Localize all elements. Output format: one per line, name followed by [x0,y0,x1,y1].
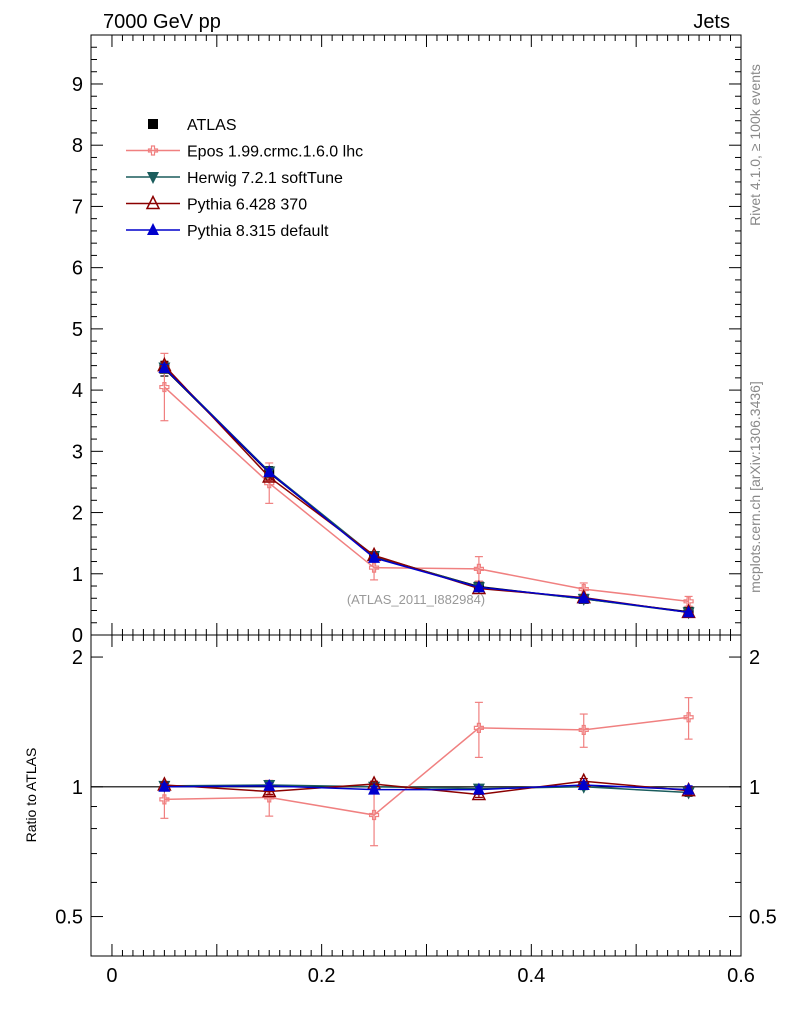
main-epos-1-99-crmc-1-6-0-lhc-point [368,562,380,573]
legend-epos-1-99-crmc-1-6-0-lhc-swatch-marker [147,145,159,156]
main-y-tick-label: 3 [72,441,83,463]
ratio-x-tick-label: 0.4 [517,965,545,987]
legend: ATLAS Epos 1.99.crmc.1.6.0 lhc Herwig 7.2.… [126,117,363,240]
main-epos-1-99-crmc-1-6-0-lhc-point [159,381,170,393]
analysis-watermark: (ATLAS_2011_I882984) [347,592,485,607]
main-y-tick-labels: 0 1 2 3 4 5 6 7 8 9 [72,74,83,647]
main-pythia-6-428-370-series [157,356,696,619]
ratio-epos-1-99-crmc-1-6-0-lhc-series [159,697,694,847]
legend-atlas-label: ATLAS [187,117,237,134]
main-pythia-8-315-default-series [158,361,695,618]
ratio-frame [90,634,742,957]
main-epos-1-99-crmc-1-6-0-lhc-series [159,352,694,607]
ratio-y-tick-label-right: 0.5 [749,907,777,929]
ratio-panel: 0.5 0.5 1 1 2 2 0 0.2 0.4 0.6 Ratio to ATLAS [23,634,777,987]
mcplots-label: mcplots.cern.ch [arXiv:1306.3436] [747,381,763,593]
ratio-epos-1-99-crmc-1-6-0-lhc-point [368,809,380,821]
ratio-x-tick-label: 0.6 [727,965,755,987]
main-y-tick-label: 5 [72,319,83,341]
ratio-pythia-8-315-default-point [263,778,276,791]
main-pythia-8-315-default-point [368,550,381,563]
main-pythia-8-315-default-point [158,361,171,374]
main-y-tick-label: 6 [72,258,83,280]
main-series-group [157,352,696,620]
main-y-tick-label: 8 [72,135,83,157]
ratio-pythia-8-315-default-line [164,784,689,791]
ratio-epos-1-99-crmc-1-6-0-lhc-line [164,716,689,816]
ratio-x-tick-label: 0.2 [308,965,336,987]
legend-pythia-8-315-default-entry: Pythia 8.315 default [126,223,329,240]
legend-pythia-8-315-default-swatch-marker [147,223,159,235]
main-herwig-7-2-1-softtune-line [163,366,689,614]
ratio-x-tick-labels: 0 0.2 0.4 0.6 [106,965,755,987]
main-epos-1-99-crmc-1-6-0-lhc-point [683,596,694,607]
ratio-epos-1-99-crmc-1-6-0-lhc-point [578,724,589,736]
legend-pythia-6-428-370-label: Pythia 6.428 370 [187,197,307,214]
main-y-ticks [91,34,741,636]
main-pythia-6-428-370-line [163,365,689,614]
ratio-pythia-8-315-default-point [472,782,485,795]
legend-pythia-6-428-370-entry: Pythia 6.428 370 [126,194,307,214]
ratio-pythia-8-315-default-point [158,779,171,792]
main-y-tick-label: 9 [72,74,83,96]
ratio-y-tick-label-left: 1 [72,777,83,799]
ratio-x-ticks [111,635,742,956]
main-pythia-8-315-default-point [577,591,590,604]
legend-epos-1-99-crmc-1-6-0-lhc-entry: Epos 1.99.crmc.1.6.0 lhc [126,144,363,161]
rivet-version-label: Rivet 4.1.0, ≥ 100k events [747,64,763,226]
main-pythia-8-315-default-point [472,580,485,593]
ratio-pythia-8-315-default-series [158,777,695,795]
main-epos-1-99-crmc-1-6-0-lhc-point [473,563,485,574]
main-epos-1-99-crmc-1-6-0-lhc-line [163,386,689,603]
main-y-tick-label: 4 [72,380,83,402]
ratio-series-group [91,697,741,847]
header-left: 7000 GeV pp [103,11,221,33]
ratio-y-tick-label-left: 2 [72,647,83,669]
main-y-tick-label: 7 [72,196,83,218]
legend-herwig-7-2-1-softtune-entry: Herwig 7.2.1 softTune [126,170,343,187]
ratio-pythia-8-315-default-point [368,782,381,795]
main-y-tick-label: 1 [72,564,83,586]
legend-epos-1-99-crmc-1-6-0-lhc-label: Epos 1.99.crmc.1.6.0 lhc [187,144,363,161]
legend-atlas-swatch-marker [148,119,158,129]
main-x-ticks [111,35,742,635]
legend-herwig-7-2-1-softtune-swatch-marker [147,172,159,184]
ratio-y-tick-label-left: 0.5 [55,907,83,929]
ratio-pythia-8-315-default-point [682,782,695,795]
main-pythia-8-315-default-point [263,465,276,478]
main-herwig-7-2-1-softtune-series [158,362,695,620]
legend-pythia-6-428-370-swatch-marker [145,194,161,210]
ratio-epos-1-99-crmc-1-6-0-lhc-point [683,712,694,723]
ratio-herwig-7-2-1-softtune-line [164,784,689,794]
main-y-tick-label: 2 [72,503,83,525]
ratio-y-tick-label-right: 1 [749,777,760,799]
ratio-epos-1-99-crmc-1-6-0-lhc-point [159,794,170,805]
ratio-y-tick-labels: 0.5 0.5 1 1 2 2 [55,647,777,929]
ratio-pythia-8-315-default-point [577,777,590,790]
main-atlas-line [163,368,689,613]
main-pythia-8-315-default-line [163,367,689,614]
ratio-x-tick-label: 0 [106,965,117,987]
legend-pythia-8-315-default-label: Pythia 8.315 default [187,223,329,240]
legend-herwig-7-2-1-softtune-label: Herwig 7.2.1 softTune [187,170,343,187]
ratio-y-tick-label-right: 2 [749,647,760,669]
ratio-y-axis-label: Ratio to ATLAS [23,748,39,843]
main-panel: 0 1 2 3 4 5 6 7 8 9 (ATLAS_2011_I882984) ATLAS Epo… [72,34,742,647]
legend-atlas-entry: ATLAS [148,117,237,134]
header-right: Jets [693,11,730,33]
main-pythia-8-315-default-point [682,605,695,618]
main-atlas-series [159,360,694,617]
ratio-epos-1-99-crmc-1-6-0-lhc-point [473,722,485,733]
main-y-tick-label: 0 [72,625,83,647]
